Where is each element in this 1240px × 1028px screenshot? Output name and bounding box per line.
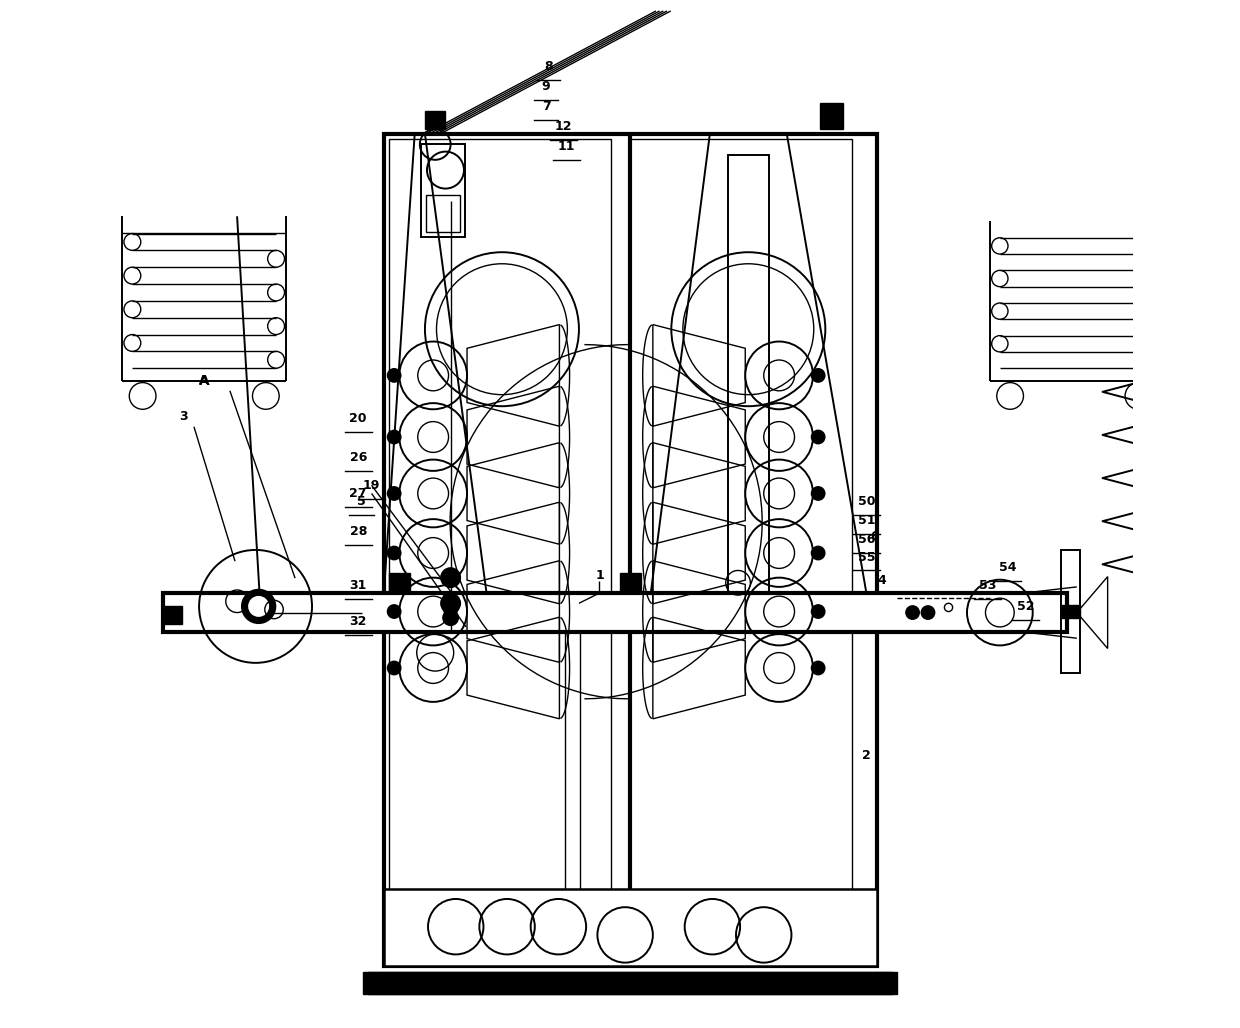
- Text: 18: 18: [522, 972, 539, 986]
- Text: 8: 8: [544, 60, 553, 73]
- Text: 28: 28: [350, 525, 367, 538]
- Circle shape: [444, 611, 458, 625]
- Text: 6: 6: [870, 530, 879, 543]
- Bar: [1061, 605, 1080, 618]
- Circle shape: [441, 568, 460, 587]
- Text: 50: 50: [858, 495, 875, 508]
- Circle shape: [906, 607, 919, 619]
- Circle shape: [388, 547, 401, 559]
- Bar: [630, 139, 852, 960]
- Bar: [368, 971, 892, 994]
- Circle shape: [812, 605, 825, 618]
- Circle shape: [812, 662, 825, 674]
- Text: 51: 51: [858, 514, 875, 526]
- Text: A: A: [198, 373, 210, 388]
- Bar: [1061, 550, 1080, 673]
- Text: 56: 56: [858, 534, 875, 546]
- Circle shape: [812, 487, 825, 500]
- Text: 20: 20: [350, 412, 367, 425]
- Text: 11: 11: [558, 140, 575, 153]
- Text: 7: 7: [542, 100, 551, 113]
- Text: 54: 54: [999, 561, 1017, 574]
- Circle shape: [812, 369, 825, 381]
- Text: 4: 4: [878, 575, 887, 587]
- Bar: [384, 134, 877, 965]
- Text: 9: 9: [542, 80, 551, 94]
- Text: 52: 52: [1017, 600, 1034, 613]
- Bar: [820, 104, 843, 130]
- Text: 26: 26: [350, 451, 367, 464]
- Text: 19: 19: [363, 479, 381, 491]
- Text: 32: 32: [350, 616, 367, 628]
- Circle shape: [921, 607, 934, 619]
- Circle shape: [441, 594, 460, 613]
- Bar: [728, 154, 769, 593]
- Bar: [164, 605, 181, 624]
- Text: 3: 3: [180, 410, 188, 423]
- Circle shape: [812, 431, 825, 443]
- Text: 5: 5: [357, 495, 366, 508]
- Text: 12: 12: [554, 120, 573, 134]
- Circle shape: [388, 369, 401, 381]
- Bar: [164, 593, 1066, 632]
- Text: 1: 1: [595, 570, 604, 582]
- Text: 31: 31: [350, 580, 367, 592]
- Text: 53: 53: [978, 580, 996, 592]
- Bar: [389, 139, 611, 960]
- Text: 59: 59: [460, 972, 477, 986]
- Bar: [620, 573, 641, 593]
- Text: 27: 27: [350, 487, 367, 500]
- Circle shape: [388, 487, 401, 500]
- Circle shape: [242, 590, 275, 623]
- Bar: [420, 144, 465, 236]
- Circle shape: [388, 605, 401, 618]
- Circle shape: [812, 547, 825, 559]
- Bar: [427, 194, 460, 231]
- Bar: [363, 971, 898, 994]
- Text: 2: 2: [862, 748, 870, 762]
- Circle shape: [388, 662, 401, 674]
- Circle shape: [444, 600, 458, 615]
- Bar: [425, 111, 445, 130]
- Circle shape: [249, 597, 268, 616]
- Text: 59: 59: [570, 972, 588, 986]
- Circle shape: [388, 431, 401, 443]
- Bar: [389, 573, 409, 593]
- Bar: [384, 889, 877, 965]
- Text: A: A: [200, 374, 210, 387]
- Text: 55: 55: [858, 551, 875, 563]
